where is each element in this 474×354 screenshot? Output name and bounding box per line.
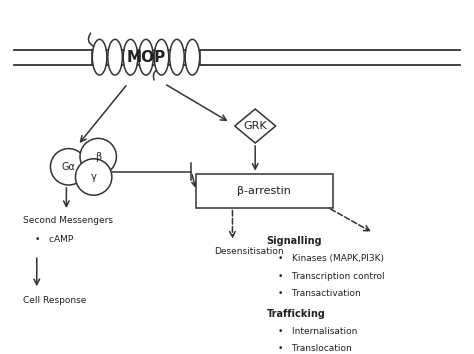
Text: β-arrestin: β-arrestin xyxy=(237,185,291,196)
Text: Signalling: Signalling xyxy=(266,236,322,246)
Text: •   Transactivation: • Transactivation xyxy=(278,290,361,298)
Ellipse shape xyxy=(170,39,184,75)
Text: Trafficking: Trafficking xyxy=(266,309,326,319)
Ellipse shape xyxy=(139,39,153,75)
Text: Cell Response: Cell Response xyxy=(23,296,87,305)
Text: MOP: MOP xyxy=(127,50,165,65)
Ellipse shape xyxy=(123,39,138,75)
Text: •   cAMP: • cAMP xyxy=(35,235,73,244)
Text: •   Transcription control: • Transcription control xyxy=(278,272,384,281)
Ellipse shape xyxy=(75,159,112,195)
Text: •   Kinases (MAPK,PI3K): • Kinases (MAPK,PI3K) xyxy=(278,254,384,263)
Ellipse shape xyxy=(108,39,122,75)
Ellipse shape xyxy=(92,39,107,75)
Text: Desensitisation: Desensitisation xyxy=(214,247,284,256)
Text: β: β xyxy=(95,152,101,162)
Text: γ: γ xyxy=(91,172,97,182)
Ellipse shape xyxy=(154,39,169,75)
Text: •   Translocation: • Translocation xyxy=(278,344,352,353)
Ellipse shape xyxy=(80,138,117,175)
Text: GRK: GRK xyxy=(243,121,267,131)
Bar xyxy=(196,173,333,207)
Ellipse shape xyxy=(185,39,200,75)
Ellipse shape xyxy=(50,149,87,185)
Text: Gα: Gα xyxy=(62,162,75,172)
Text: •   Internalisation: • Internalisation xyxy=(278,327,357,336)
Text: Second Messengers: Second Messengers xyxy=(23,216,113,225)
Polygon shape xyxy=(235,109,276,143)
